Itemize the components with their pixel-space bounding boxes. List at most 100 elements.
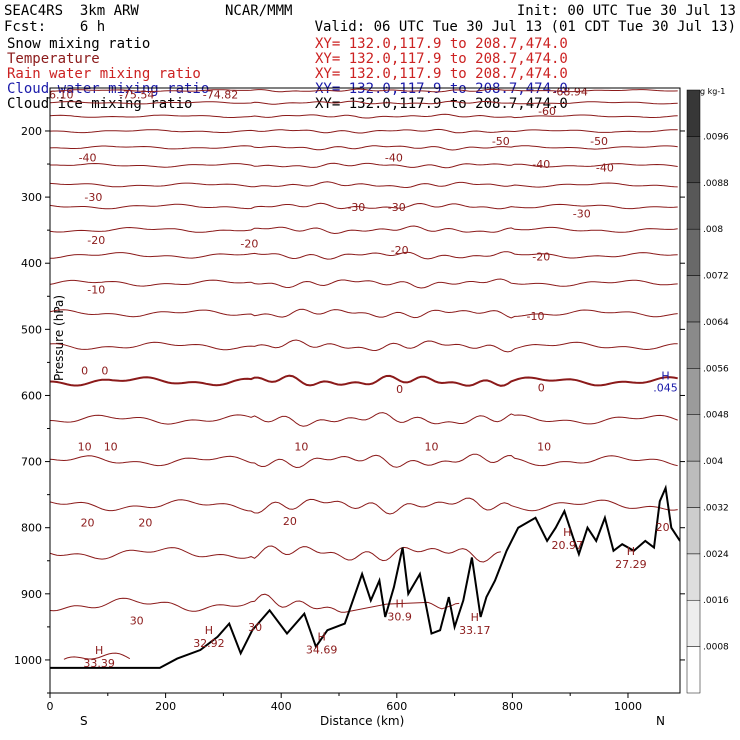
plot-frame bbox=[49, 87, 681, 694]
field-xy-cloud-water: XY= 132.0,117.9 to 208.7,474.0 bbox=[315, 81, 568, 97]
x-axis-title: Distance (km) bbox=[320, 714, 404, 728]
colorbar-segment bbox=[686, 553, 701, 601]
contour-label: 20 bbox=[138, 516, 152, 529]
contour-label: 10 bbox=[424, 440, 438, 453]
cloud-water-value: .045 bbox=[653, 382, 678, 395]
y-tick-label: 400 bbox=[21, 257, 42, 270]
isotherm-line bbox=[50, 145, 678, 151]
isotherm-line bbox=[50, 593, 460, 613]
high-marker: H bbox=[627, 545, 635, 558]
high-value-label: 33.39 bbox=[83, 657, 115, 670]
colorbar-unit: g kg-1 bbox=[700, 87, 725, 96]
high-marker: H bbox=[396, 598, 404, 611]
y-tick-label: 300 bbox=[21, 191, 42, 204]
center-label: NCAR/MMM bbox=[225, 3, 293, 19]
field-xy-rain: XY= 132.0,117.9 to 208.7,474.0 bbox=[315, 66, 568, 82]
model-title: SEAC4RS 3km ARW bbox=[4, 3, 139, 19]
isotherm-line bbox=[50, 113, 678, 119]
x-tick-label: 400 bbox=[271, 700, 292, 713]
contour-label: -30 bbox=[573, 208, 591, 221]
contour-label: -10 bbox=[87, 284, 105, 297]
init-time: Init: 00 UTC Tue 30 Jul 13 bbox=[516, 3, 736, 19]
y-tick-label: 800 bbox=[21, 522, 42, 535]
isotherm-line bbox=[50, 69, 678, 71]
field-label-snow: Snow mixing ratio bbox=[7, 36, 151, 52]
colorbar-tick-label: .0016 bbox=[703, 596, 729, 606]
contour-label: 0 bbox=[396, 383, 403, 396]
isotherm-line bbox=[50, 181, 678, 189]
contour-label: -20 bbox=[240, 237, 258, 250]
colorbar-segment bbox=[686, 460, 701, 508]
colorbar-segment bbox=[686, 182, 701, 230]
x-tick-label: 1000 bbox=[614, 700, 642, 713]
isotherm-line bbox=[50, 128, 678, 134]
high-value-label: 27.29 bbox=[615, 558, 647, 571]
colorbar-tick-label: .0032 bbox=[703, 503, 729, 513]
contour-label: -40 bbox=[79, 151, 97, 164]
contour-label: -40 bbox=[385, 151, 403, 164]
x-tick-label: 800 bbox=[502, 700, 523, 713]
colorbar-tick-label: .0064 bbox=[703, 318, 729, 328]
contour-label: 10 bbox=[104, 440, 118, 453]
contour-label: -74.82 bbox=[203, 89, 238, 102]
high-value-label: 30.9 bbox=[387, 611, 412, 624]
colorbar-segment bbox=[686, 321, 701, 369]
isotherm-group: -76.10 -75.54 -74.82L -68.94 -60 -50 -50 -40 -40… bbox=[50, 69, 680, 670]
high-value-label: 33.17 bbox=[459, 624, 491, 637]
isotherm-line bbox=[50, 78, 678, 80]
y-tick-label: 500 bbox=[21, 323, 42, 336]
isotherm-line bbox=[50, 202, 678, 210]
contour-label: -30 bbox=[347, 201, 365, 214]
high-value-label: 32.92 bbox=[193, 637, 225, 650]
isotherm-line bbox=[50, 545, 501, 563]
isotherm-line bbox=[50, 100, 678, 105]
x-tick-label: 200 bbox=[155, 700, 176, 713]
isotherm-line bbox=[50, 453, 678, 469]
high-marker: H bbox=[205, 624, 213, 637]
isotherm-line bbox=[50, 308, 678, 319]
contour-label: -20 bbox=[532, 251, 550, 264]
y-tick-label: 600 bbox=[21, 389, 42, 402]
contour-label: 20 bbox=[81, 516, 95, 529]
colorbar-segment bbox=[686, 275, 701, 323]
isotherm-line bbox=[50, 162, 678, 169]
isotherm-line bbox=[50, 374, 678, 387]
colorbar-segment bbox=[686, 507, 701, 555]
isotherm-line bbox=[63, 652, 131, 660]
valid-time: Valid: 06 UTC Tue 30 Jul 13 (01 CDT Tue … bbox=[314, 19, 736, 35]
south-label: S bbox=[80, 714, 88, 728]
north-label: N bbox=[656, 714, 665, 728]
field-label-rain: Rain water mixing ratio bbox=[7, 66, 201, 82]
isotherm-line bbox=[50, 278, 678, 289]
terrain-boundary bbox=[50, 484, 680, 669]
colorbar-tick-label: .0048 bbox=[703, 411, 729, 421]
high-marker: H bbox=[95, 644, 103, 657]
field-label-cloud-ice: Cloud ice mixing ratio bbox=[7, 96, 193, 112]
colorbar-tick-label: .0056 bbox=[703, 364, 729, 374]
contour-label: -30 bbox=[388, 201, 406, 214]
contour-label: -20 bbox=[391, 244, 409, 257]
high-marker: H bbox=[471, 611, 479, 624]
contour-label: 30 bbox=[248, 621, 262, 634]
contour-label: 0 bbox=[101, 364, 108, 377]
colorbar-segment bbox=[686, 368, 701, 415]
contour-label: -40 bbox=[596, 161, 614, 174]
y-tick-label: 200 bbox=[21, 125, 42, 138]
y-tick-label: 700 bbox=[21, 456, 42, 469]
field-xy-cloud-ice: XY= 132.0,117.9 to 208.7,474.0 bbox=[315, 96, 568, 112]
contour-label: -10 bbox=[527, 310, 545, 323]
contour-label: -50 bbox=[492, 135, 510, 148]
x-tick-label: 600 bbox=[386, 700, 407, 713]
y-axis-title: Pressure (hPa) bbox=[52, 295, 66, 381]
contour-label: 0 bbox=[538, 382, 545, 395]
contour-label: -20 bbox=[87, 234, 105, 247]
x-tick-label: 0 bbox=[47, 700, 54, 713]
high-value-label: 20.97 bbox=[552, 539, 584, 552]
field-xy-temperature: XY= 132.0,117.9 to 208.7,474.0 bbox=[315, 51, 568, 67]
isotherm-line bbox=[50, 88, 678, 93]
contour-label: 20 bbox=[656, 521, 670, 534]
contour-label: 10 bbox=[78, 440, 92, 453]
colorbar-segment bbox=[686, 228, 701, 276]
colorbar-tick-label: .0008 bbox=[703, 643, 729, 653]
